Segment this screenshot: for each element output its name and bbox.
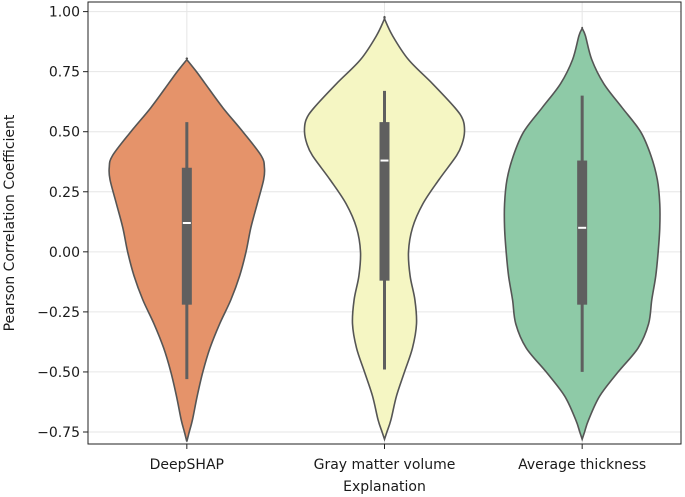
y-axis-label: Pearson Correlation Coefficient <box>2 114 18 331</box>
x-tick-label: Gray matter volume <box>314 457 456 473</box>
y-tick-label: 0.00 <box>49 245 80 261</box>
y-axis-ticks: 1.00 0.75 0.50 0.25 0.00 −0.25 −0.50 −0.75 <box>37 5 88 441</box>
y-tick-label: 0.25 <box>49 185 80 201</box>
violin-iqr-box <box>577 160 588 305</box>
y-tick-label: −0.50 <box>37 365 80 381</box>
y-tick-label: 0.50 <box>49 125 80 141</box>
y-tick-label: 1.00 <box>49 5 80 21</box>
violin-iqr-box <box>181 167 192 305</box>
violins <box>108 15 661 442</box>
violin-iqr-box <box>379 122 390 281</box>
plot-frame <box>87 1 682 445</box>
x-tick-label: DeepSHAP <box>150 457 224 473</box>
y-tick-label: −0.75 <box>37 425 80 441</box>
x-axis-label: Explanation <box>343 479 426 495</box>
x-axis-ticks: DeepSHAP Gray matter volume Average thickn… <box>150 444 646 473</box>
x-tick-label: Average thickness <box>518 457 646 473</box>
y-tick-label: 0.75 <box>49 65 80 81</box>
y-tick-label: −0.25 <box>37 305 80 321</box>
